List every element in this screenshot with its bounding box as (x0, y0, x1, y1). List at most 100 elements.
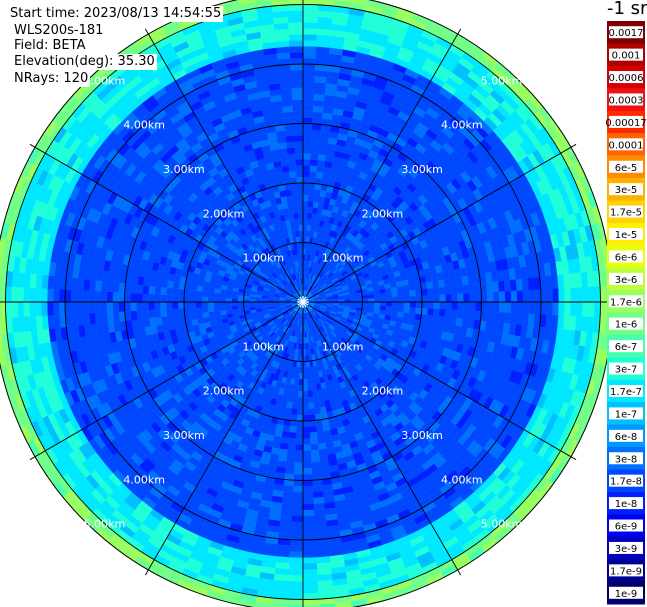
heatmap-cell (291, 408, 298, 416)
heatmap-cell (88, 279, 97, 292)
heatmap-cell (309, 420, 317, 427)
heatmap-cell (305, 361, 310, 368)
heatmap-cell (306, 218, 312, 226)
heatmap-cell (201, 306, 209, 313)
heatmap-cell (408, 313, 416, 320)
heatmap-cell (279, 82, 292, 90)
heatmap-cell (305, 355, 310, 362)
heatmap-cell (302, 236, 307, 243)
heatmap-cell (515, 278, 523, 291)
heatmap-cell (314, 520, 327, 528)
heatmap-cell (88, 312, 97, 325)
heatmap-cell (302, 355, 307, 362)
heatmap-cell (492, 301, 500, 313)
heatmap-cell (302, 111, 314, 118)
heatmap-cell (307, 200, 314, 208)
heatmap-cell (309, 171, 317, 178)
heatmap-cell (100, 280, 108, 292)
heatmap-cell (294, 372, 300, 380)
heatmap-cell (292, 206, 299, 214)
heatmap-cell (289, 171, 297, 178)
heatmap-cell (124, 301, 131, 312)
heatmap-cell (295, 432, 304, 440)
heatmap-cell (312, 395, 319, 403)
heatmap-cell (112, 291, 119, 303)
heatmap-cell (225, 297, 232, 303)
heatmap-cell (178, 308, 185, 316)
heatmap-cell (280, 159, 289, 167)
heatmap-cell (527, 313, 535, 327)
heatmap-cell (391, 286, 398, 293)
heatmap-cell (292, 396, 299, 404)
heatmap-cell (374, 301, 381, 307)
heatmap-cell (302, 426, 311, 434)
heatmap-cell (295, 164, 304, 172)
heatmap-cell (302, 230, 307, 237)
heatmap-cell (504, 290, 512, 303)
heatmap-cell (528, 301, 536, 315)
heatmap-cell (313, 87, 326, 96)
heatmap-cell (307, 384, 313, 392)
heatmap-cell (293, 474, 304, 481)
heatmap-cell (504, 280, 512, 292)
heatmap-cell (509, 312, 518, 325)
heatmap-cell (287, 201, 294, 209)
heatmap-cell (312, 485, 324, 493)
heatmap-cell (237, 304, 244, 309)
heatmap-cell (397, 301, 405, 308)
heatmap-cell (130, 301, 137, 312)
heatmap-cell (308, 408, 315, 416)
heatmap-cell (142, 301, 149, 311)
heatmap-cell (433, 308, 440, 317)
heatmap-cell (94, 312, 102, 324)
heatmap-cell (88, 290, 96, 303)
heatmap-cell (487, 291, 494, 303)
heatmap-cell (171, 301, 179, 310)
heatmap-cell (299, 355, 304, 362)
heatmap-cell (521, 313, 529, 326)
heatmap-cell (296, 408, 304, 416)
heatmap-cell (286, 449, 296, 457)
heatmap-cell (302, 51, 317, 59)
heatmap-cell (391, 291, 399, 298)
heatmap-cell (516, 290, 524, 303)
heatmap-cell (504, 312, 512, 324)
heatmap-cell (311, 467, 322, 475)
heatmap-cell (481, 292, 488, 303)
heatmap-cell (292, 99, 304, 107)
heatmap-cell (385, 306, 393, 312)
heatmap-cell (540, 289, 548, 303)
heatmap-cell (255, 304, 262, 308)
heatmap-cell (292, 491, 304, 499)
heatmap-cell (287, 159, 296, 167)
heatmap-cell (279, 76, 292, 84)
heatmap-cell (83, 278, 91, 291)
heatmap-cell (297, 248, 301, 255)
heatmap-cell (279, 520, 292, 528)
heatmap-cell (444, 286, 452, 295)
heatmap-cell (100, 312, 108, 324)
heatmap-cell (172, 281, 180, 290)
heatmap-cell (498, 280, 506, 292)
heatmap-cell (302, 450, 312, 457)
heatmap-cell (492, 311, 500, 323)
heatmap-cell (291, 194, 298, 202)
heatmap-cell (219, 301, 226, 307)
heatmap-cell (189, 301, 197, 309)
heatmap-cell (302, 432, 311, 440)
heatmap-cell (415, 307, 422, 315)
heatmap-cell (368, 298, 375, 303)
heatmap-cell (439, 301, 446, 310)
heatmap-cell (492, 281, 500, 293)
heatmap-cell (443, 316, 452, 326)
heatmap-cell (287, 443, 296, 451)
heatmap-cell (184, 289, 191, 297)
heatmap-cell (207, 306, 215, 313)
heatmap-cell (154, 278, 163, 288)
heatmap-cell (231, 305, 239, 310)
heatmap-cell (160, 279, 168, 288)
heatmap-cell (160, 286, 168, 295)
heatmap-cell (546, 301, 554, 316)
heatmap-cell (302, 396, 309, 404)
heatmap-cell (290, 63, 304, 71)
